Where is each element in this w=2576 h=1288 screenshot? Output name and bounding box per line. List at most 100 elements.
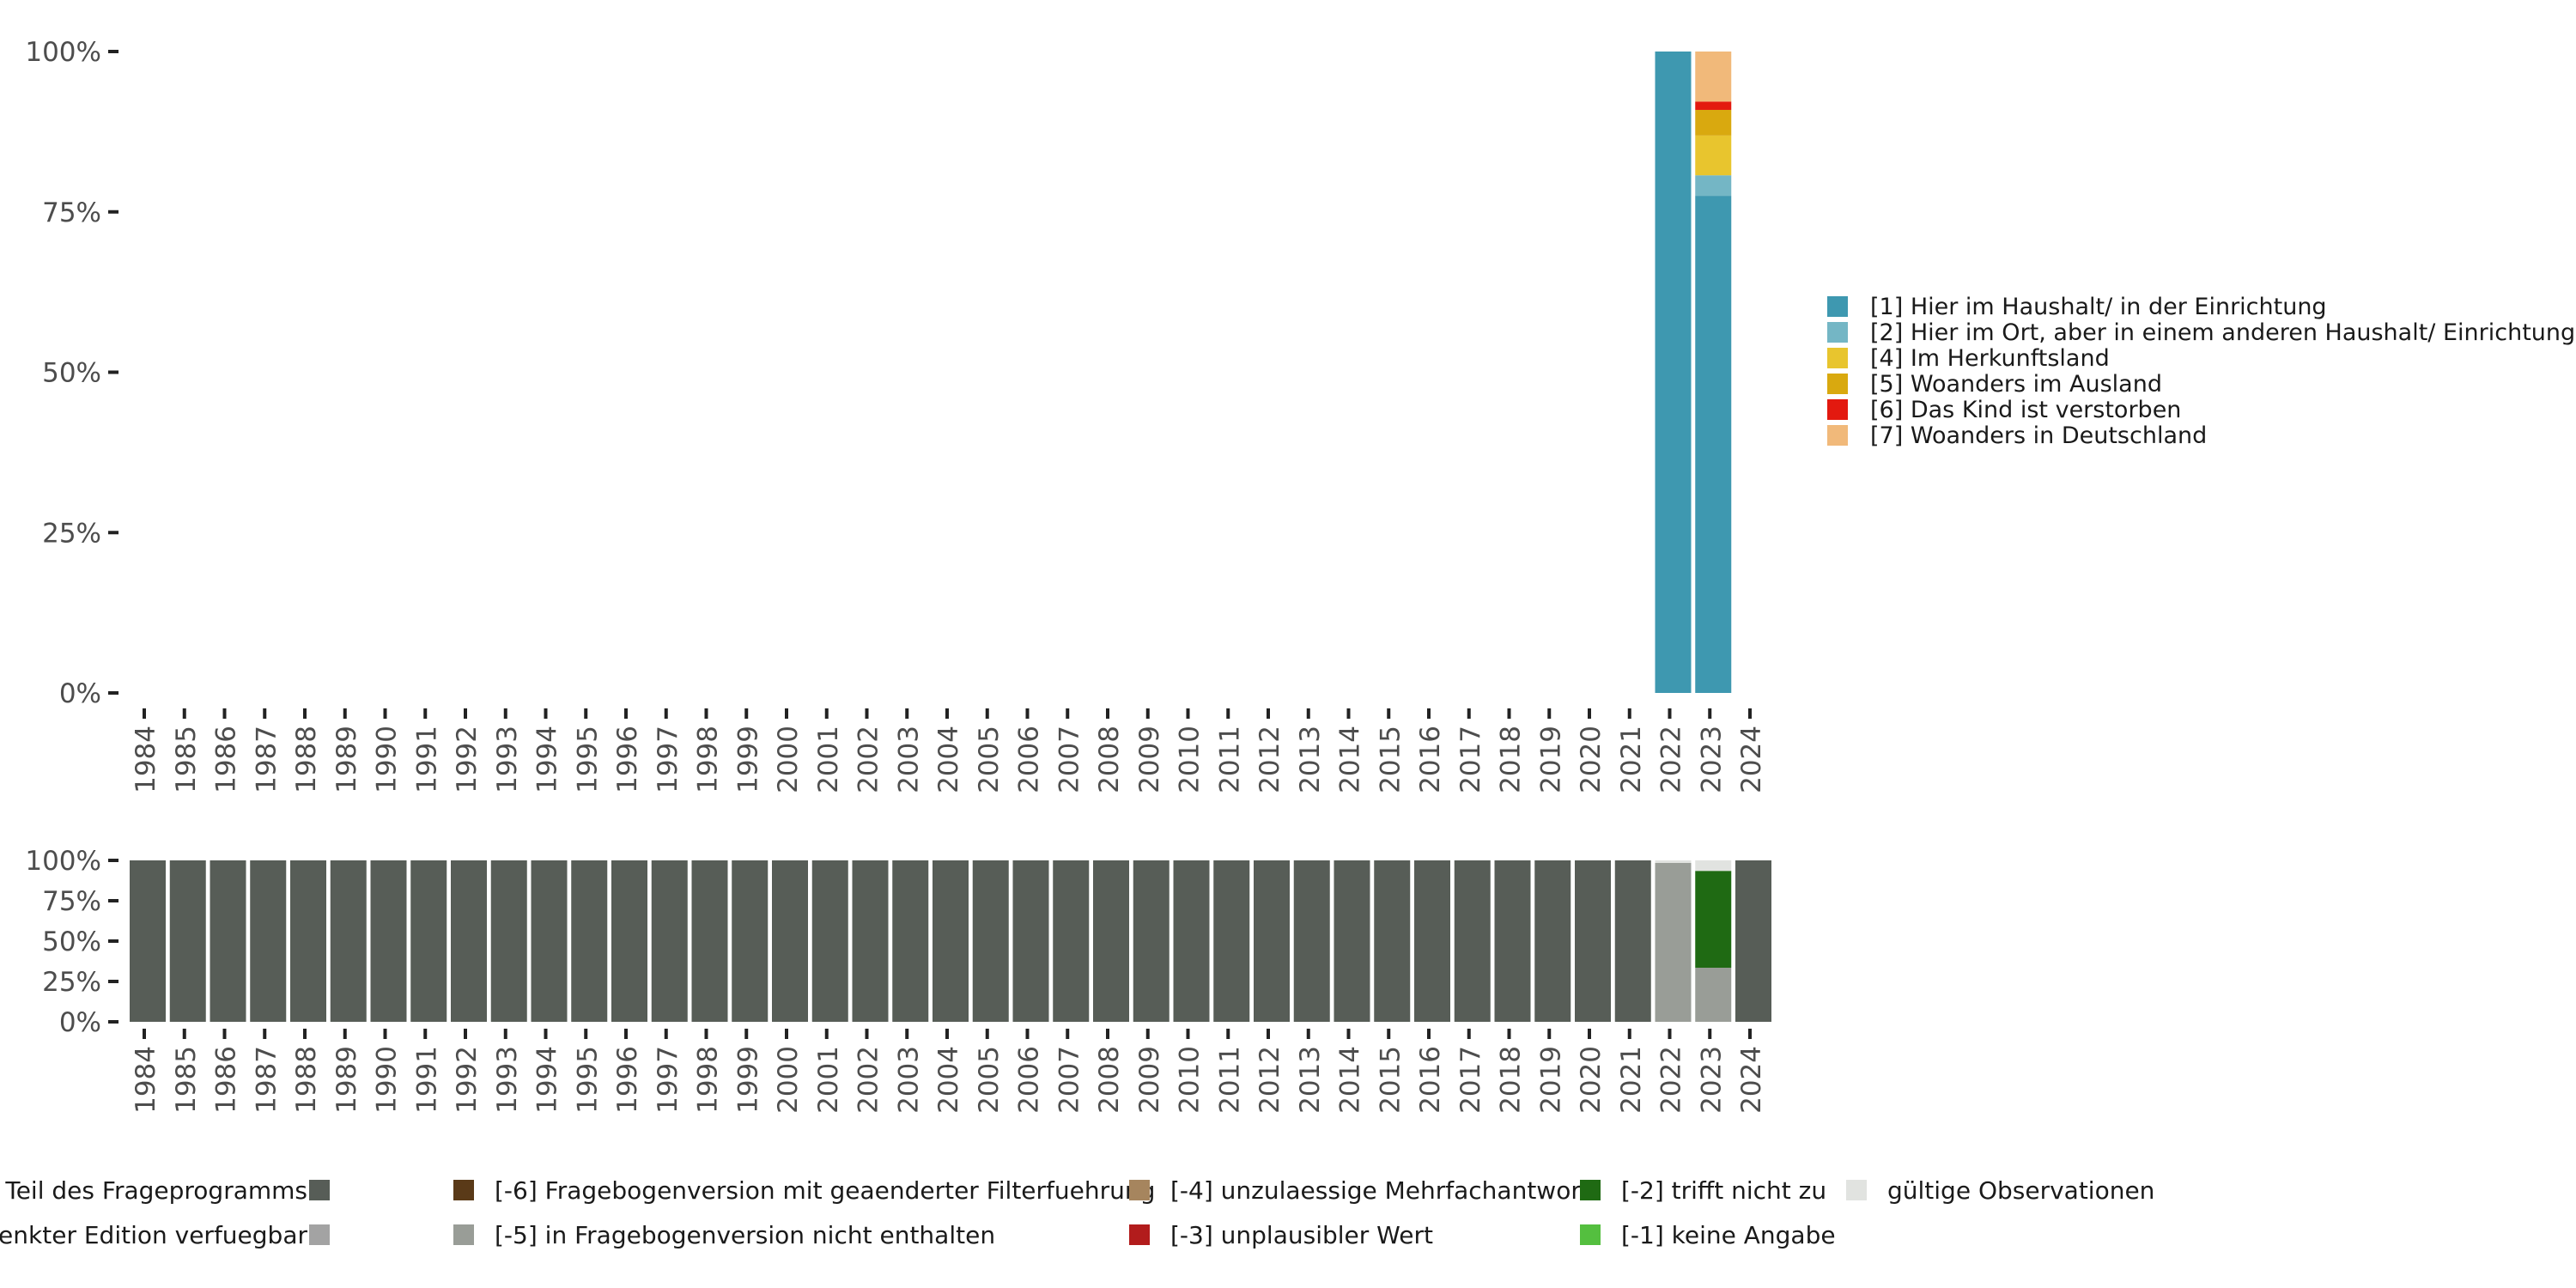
- legend-swatch-2-hier-im-ort-aber-in-einem-anderen-haushalt-einrichtung: [1827, 322, 1848, 343]
- bar-2023-2-trifft-nicht-zu: [1695, 871, 1732, 969]
- x-tick-label-1988: 1988: [291, 1046, 322, 1114]
- x-tick-label-2002: 2002: [854, 1046, 884, 1114]
- bar-1986-8-in-diesem-jahr-nicht-teil-des-frageprogramms: [210, 860, 246, 1022]
- legend-swatch-8-in-diesem-jahr-nicht-teil-des-frageprogramms: [309, 1180, 330, 1200]
- x-tick-label-2014: 2014: [1335, 726, 1366, 793]
- bar-1989-8-in-diesem-jahr-nicht-teil-des-frageprogramms: [330, 860, 367, 1022]
- x-tick-label-1999: 1999: [732, 726, 763, 793]
- x-tick-label-1994: 1994: [532, 726, 563, 793]
- x-tick-label-1990: 1990: [372, 1046, 403, 1114]
- bar-2022-1-hier-im-haushalt-in-der-einrichtung: [1655, 52, 1692, 693]
- x-tick-label-2016: 2016: [1415, 726, 1446, 793]
- legend-swatch-7-woanders-in-deutschland: [1827, 425, 1848, 446]
- x-tick-label-2000: 2000: [773, 1046, 804, 1114]
- legend-swatch-6-das-kind-ist-verstorben: [1827, 399, 1848, 420]
- y-tick-label: 50%: [42, 927, 101, 957]
- bar-2023-1-hier-im-haushalt-in-der-einrichtung: [1695, 196, 1732, 693]
- x-tick-label-1998: 1998: [693, 1046, 724, 1114]
- x-tick-label-2007: 2007: [1054, 726, 1084, 793]
- x-tick-label-1986: 1986: [211, 1046, 242, 1114]
- legend-label: [-6] Fragebogenversion mit geaenderter F…: [495, 1176, 1155, 1205]
- x-tick-label-2005: 2005: [974, 726, 1005, 793]
- x-tick-label-1989: 1989: [331, 726, 362, 793]
- legend-swatch-4-unzulaessige-mehrfachantwort: [1129, 1180, 1150, 1200]
- legend-swatch-3-unplausibler-wert: [1129, 1224, 1150, 1245]
- bar-2023-6-das-kind-ist-verstorben: [1695, 101, 1732, 110]
- bar-2014-8-in-diesem-jahr-nicht-teil-des-frageprogramms: [1334, 860, 1370, 1022]
- legend-swatch-1-hier-im-haushalt-in-der-einrichtung: [1827, 296, 1848, 317]
- x-tick-label-2019: 2019: [1535, 726, 1566, 793]
- x-tick-label-2013: 2013: [1295, 726, 1326, 793]
- bar-1990-8-in-diesem-jahr-nicht-teil-des-frageprogramms: [370, 860, 407, 1022]
- legend-swatch-7-nur-in-weniger-eingeschraenkter-edition-verfuegbar: [309, 1224, 330, 1245]
- bar-2019-8-in-diesem-jahr-nicht-teil-des-frageprogramms: [1534, 860, 1571, 1022]
- bar-2007-8-in-diesem-jahr-nicht-teil-des-frageprogramms: [1053, 860, 1090, 1022]
- x-tick-label-2023: 2023: [1696, 726, 1727, 793]
- bar-2010-8-in-diesem-jahr-nicht-teil-des-frageprogramms: [1173, 860, 1210, 1022]
- legend-label: [5] Woanders im Ausland: [1870, 371, 2162, 398]
- x-tick-label-1997: 1997: [653, 1046, 683, 1114]
- x-tick-label-2020: 2020: [1576, 1046, 1607, 1114]
- legend-swatch-6-fragebogenversion-mit-geaenderter-filterfuehrung: [453, 1180, 474, 1200]
- legend-label: [1] Hier im Haushalt/ in der Einrichtung: [1870, 294, 2327, 320]
- bar-2022-g-ltige-observationen: [1655, 860, 1692, 863]
- top-chart-panel: 0% 25% 50% 75% 100% 1984 1985 1986 1987 1988 1989 1…: [25, 37, 1767, 793]
- legend-swatch-1-keine-angabe: [1580, 1224, 1601, 1245]
- bar-2000-8-in-diesem-jahr-nicht-teil-des-frageprogramms: [772, 860, 808, 1022]
- x-tick-label-2006: 2006: [1014, 1046, 1045, 1114]
- y-tick-label: 50%: [42, 358, 101, 389]
- bar-2023-2-hier-im-ort-aber-in-einem-anderen-haushalt-einrichtung: [1695, 175, 1732, 197]
- bar-2015-8-in-diesem-jahr-nicht-teil-des-frageprogramms: [1374, 860, 1411, 1022]
- x-tick-label-2017: 2017: [1455, 726, 1486, 793]
- legend-swatch-g-ltige-observationen: [1846, 1180, 1867, 1200]
- x-tick-label-1985: 1985: [171, 726, 202, 793]
- y-tick-label: 100%: [25, 846, 101, 877]
- bottom-chart-legend: [-8] in diesem Jahr nicht Teil des Frage…: [0, 1176, 2154, 1249]
- x-tick-label-1993: 1993: [492, 1046, 523, 1114]
- y-tick-label: 75%: [42, 886, 101, 917]
- legend-label: [6] Das Kind ist verstorben: [1870, 397, 2181, 423]
- x-tick-label-2017: 2017: [1455, 1046, 1486, 1114]
- bar-1988-8-in-diesem-jahr-nicht-teil-des-frageprogramms: [290, 860, 326, 1022]
- bar-1987-8-in-diesem-jahr-nicht-teil-des-frageprogramms: [250, 860, 287, 1022]
- bar-2024-8-in-diesem-jahr-nicht-teil-des-frageprogramms: [1735, 860, 1771, 1022]
- legend-label: [2] Hier im Ort, aber in einem anderen H…: [1870, 319, 2575, 346]
- x-tick-label-1992: 1992: [452, 1046, 483, 1114]
- x-tick-label-2021: 2021: [1616, 1046, 1647, 1114]
- legend-swatch-4-im-herkunftsland: [1827, 348, 1848, 368]
- x-tick-label-2002: 2002: [854, 726, 884, 793]
- x-tick-label-2010: 2010: [1175, 1046, 1206, 1114]
- x-tick-label-1988: 1988: [291, 726, 322, 793]
- x-tick-label-2010: 2010: [1175, 726, 1206, 793]
- y-tick-label: 100%: [25, 37, 101, 68]
- x-tick-label-2011: 2011: [1214, 1046, 1245, 1114]
- x-tick-label-2018: 2018: [1496, 726, 1527, 793]
- legend-label: [4] Im Herkunftsland: [1870, 345, 2110, 372]
- x-tick-label-1993: 1993: [492, 726, 523, 793]
- legend-label: [-5] in Fragebogenversion nicht enthalte…: [495, 1221, 995, 1249]
- bar-2021-8-in-diesem-jahr-nicht-teil-des-frageprogramms: [1614, 860, 1651, 1022]
- bar-2009-8-in-diesem-jahr-nicht-teil-des-frageprogramms: [1133, 860, 1170, 1022]
- x-tick-label-2001: 2001: [813, 1046, 844, 1114]
- legend-swatch-5-in-fragebogenversion-nicht-enthalten: [453, 1224, 474, 1245]
- x-tick-label-2022: 2022: [1656, 1046, 1687, 1114]
- bar-1985-8-in-diesem-jahr-nicht-teil-des-frageprogramms: [169, 860, 206, 1022]
- bar-2016-8-in-diesem-jahr-nicht-teil-des-frageprogramms: [1414, 860, 1450, 1022]
- bar-1995-8-in-diesem-jahr-nicht-teil-des-frageprogramms: [571, 860, 608, 1022]
- legend-label: [-3] unplausibler Wert: [1170, 1221, 1433, 1249]
- x-tick-label-2007: 2007: [1054, 1046, 1084, 1114]
- bar-1997-8-in-diesem-jahr-nicht-teil-des-frageprogramms: [651, 860, 688, 1022]
- x-tick-label-2024: 2024: [1736, 726, 1767, 793]
- legend-label: gültige Observationen: [1887, 1176, 2154, 1205]
- x-tick-label-2015: 2015: [1375, 1046, 1406, 1114]
- x-tick-label-2023: 2023: [1696, 1046, 1727, 1114]
- bar-2023-5-woanders-im-ausland: [1695, 109, 1732, 136]
- x-tick-label-2004: 2004: [933, 726, 964, 793]
- bar-2011-8-in-diesem-jahr-nicht-teil-des-frageprogramms: [1213, 860, 1250, 1022]
- bar-1993-8-in-diesem-jahr-nicht-teil-des-frageprogramms: [490, 860, 527, 1022]
- bar-2008-8-in-diesem-jahr-nicht-teil-des-frageprogramms: [1093, 860, 1129, 1022]
- y-tick-label: 25%: [42, 967, 101, 998]
- x-tick-label-1987: 1987: [251, 1046, 282, 1114]
- x-tick-label-1986: 1986: [211, 726, 242, 793]
